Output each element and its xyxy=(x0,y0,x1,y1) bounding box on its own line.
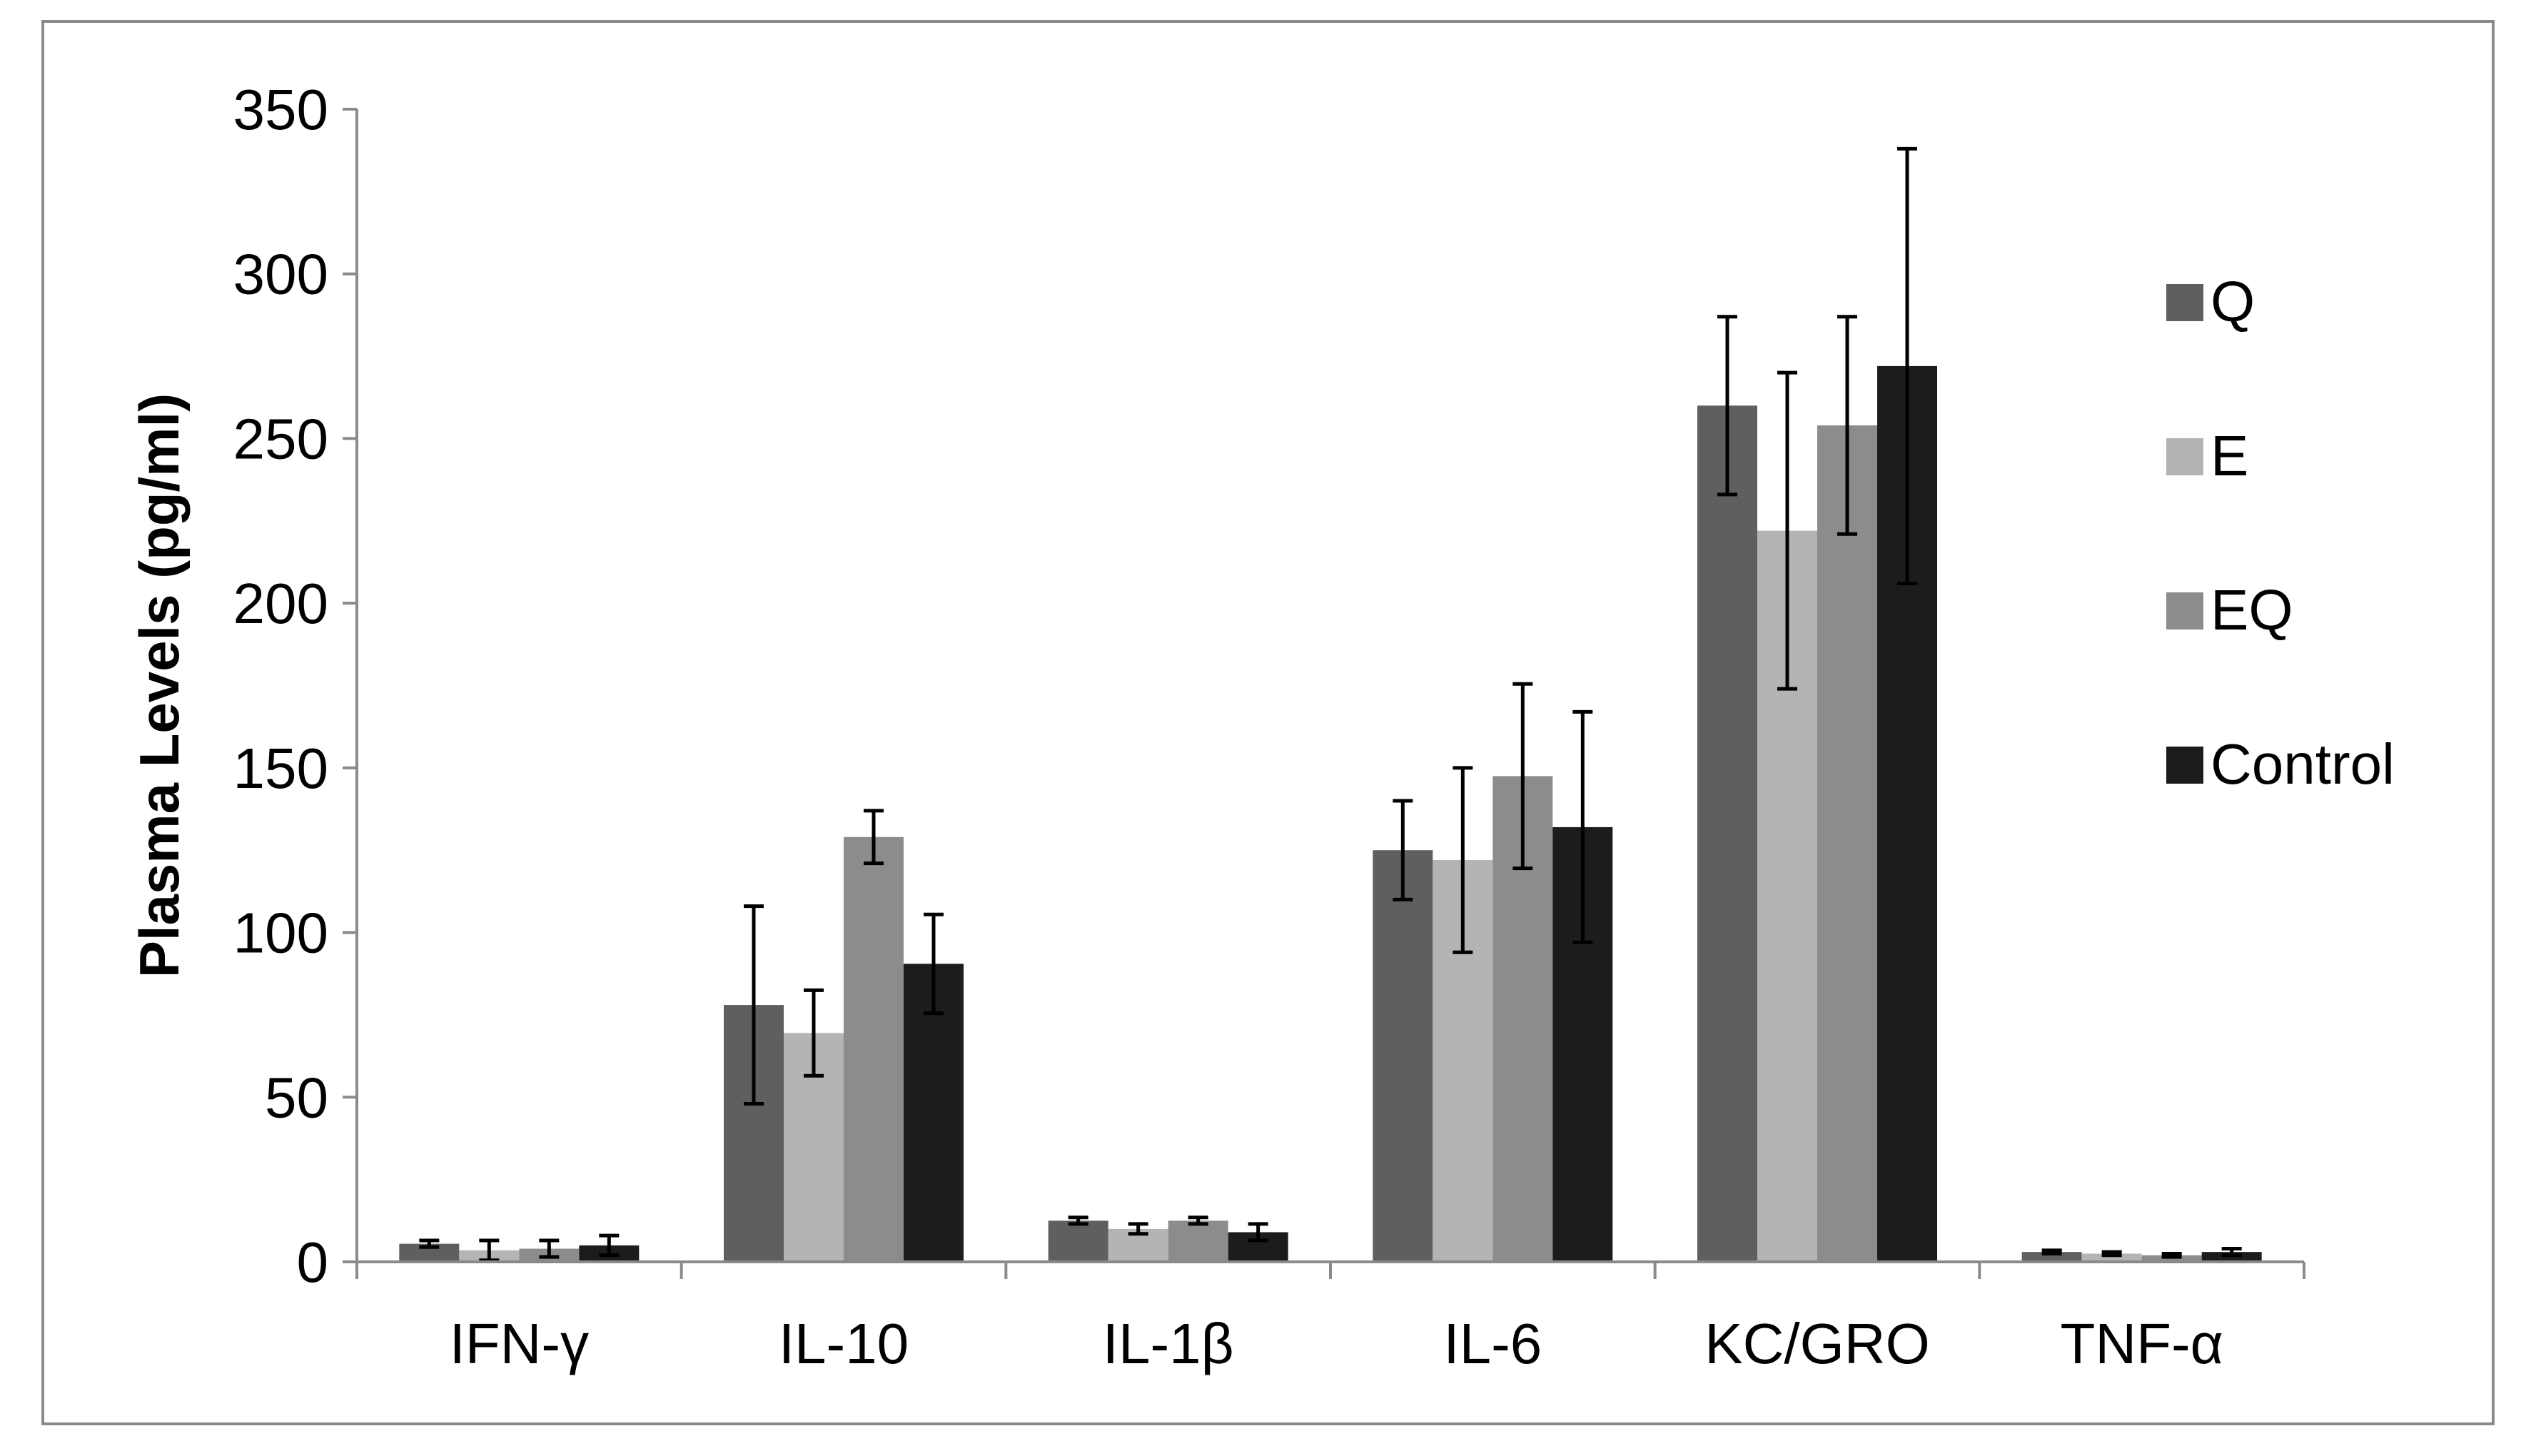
error-bar-control-il-1 xyxy=(1248,1222,1268,1243)
legend-label-eq: EQ xyxy=(2211,578,2293,642)
y-axis-title: Plasma Levels (pg/ml) xyxy=(128,393,191,978)
legend-swatch-control xyxy=(2166,747,2203,784)
bar-eq-kc-gro xyxy=(1817,425,1877,1262)
error-bar-e-tnf xyxy=(2101,1250,2122,1258)
error-bar-eq-il-6 xyxy=(1512,682,1533,871)
bar-q-tnf xyxy=(2021,1252,2082,1262)
y-tick-label-250: 250 xyxy=(233,407,328,470)
bar-eq-il-10 xyxy=(844,836,904,1262)
legend-item-control: Control xyxy=(2166,732,2395,796)
bar-q-il-6 xyxy=(1373,850,1433,1262)
x-tick-label-il-10: IL-10 xyxy=(779,1312,909,1375)
legend-label-e: E xyxy=(2211,424,2248,487)
error-bar-e-il-1 xyxy=(1128,1222,1148,1236)
bar-q-il-1 xyxy=(1048,1220,1108,1262)
y-tick-label-200: 200 xyxy=(233,572,328,635)
error-bar-q-kc-gro xyxy=(1717,315,1737,497)
legend-item-eq: EQ xyxy=(2166,578,2293,642)
error-bar-control-il-6 xyxy=(1572,709,1593,944)
error-bar-e-il-6 xyxy=(1453,766,1473,954)
bar-e-tnf xyxy=(2081,1253,2142,1262)
y-tick-label-100: 100 xyxy=(233,901,328,965)
error-bar-q-tnf xyxy=(2041,1248,2062,1255)
error-bar-q-il-1 xyxy=(1068,1215,1088,1226)
error-bar-e-ifn xyxy=(479,1238,500,1263)
legend-label-control: Control xyxy=(2211,732,2395,796)
y-tick-label-300: 300 xyxy=(233,243,328,306)
error-bar-eq-tnf xyxy=(2161,1251,2182,1259)
legend-item-e: E xyxy=(2166,424,2248,487)
legend-swatch-eq xyxy=(2166,592,2203,630)
legend-label-q: Q xyxy=(2211,270,2255,333)
y-tick-label-50: 50 xyxy=(265,1066,328,1129)
x-tick-label-tnf: TNF-α xyxy=(2060,1312,2223,1375)
error-bar-control-tnf xyxy=(2221,1247,2242,1258)
error-bar-eq-kc-gro xyxy=(1837,315,1857,536)
error-bar-control-il-10 xyxy=(924,912,944,1016)
bar-q-kc-gro xyxy=(1697,405,1757,1263)
y-tick-label-0: 0 xyxy=(297,1230,329,1294)
error-bar-e-il-10 xyxy=(804,988,824,1078)
x-tick-label-il-1: IL-1β xyxy=(1103,1312,1234,1375)
error-bar-control-ifn xyxy=(599,1233,620,1258)
error-bar-eq-il-10 xyxy=(864,809,884,866)
error-bar-control-kc-gro xyxy=(1897,146,1917,585)
error-bar-q-il-6 xyxy=(1393,799,1413,901)
error-bar-q-il-10 xyxy=(744,904,764,1106)
legend-item-q: Q xyxy=(2166,270,2255,333)
error-bar-e-kc-gro xyxy=(1777,370,1797,691)
legend-swatch-e xyxy=(2166,438,2203,475)
error-bar-q-ifn xyxy=(419,1238,440,1249)
x-tick-label-kc-gro: KC/GRO xyxy=(1704,1312,1930,1375)
error-bar-eq-il-1 xyxy=(1188,1215,1208,1226)
x-tick-label-ifn: IFN-γ xyxy=(450,1312,590,1375)
x-tick-label-il-6: IL-6 xyxy=(1443,1312,1542,1375)
y-tick-label-350: 350 xyxy=(233,78,328,141)
legend-swatch-q xyxy=(2166,284,2203,321)
bar-eq-il-1 xyxy=(1168,1220,1228,1262)
error-bar-eq-ifn xyxy=(539,1238,560,1259)
chart-border xyxy=(41,20,2495,1425)
y-tick-label-150: 150 xyxy=(233,737,328,800)
